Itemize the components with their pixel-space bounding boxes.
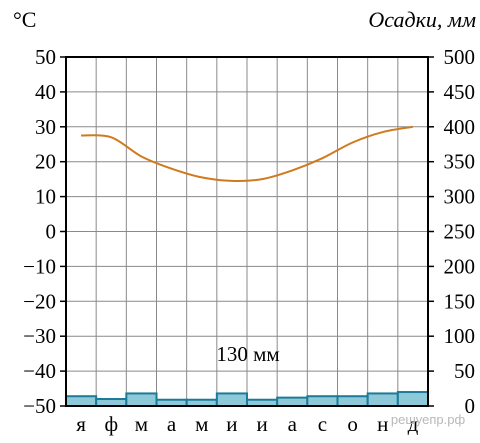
right-tick-label: 200 (444, 254, 476, 278)
right-tick-label: 350 (444, 150, 476, 174)
grid (66, 57, 428, 406)
left-tick-label: 0 (46, 220, 57, 244)
precipitation-bar-12 (396, 391, 430, 408)
precipitation-bar-1 (65, 395, 98, 407)
month-label: м (195, 412, 208, 436)
month-label: н (377, 412, 388, 436)
precipitation-bar-9 (306, 395, 339, 407)
left-tick-label: −10 (23, 254, 56, 278)
left-tick-label: 30 (35, 115, 56, 139)
month-label: с (318, 412, 327, 436)
right-tick-label: 500 (444, 45, 476, 69)
month-label: ф (104, 412, 118, 436)
right-tick-label: 450 (444, 80, 476, 104)
month-label: и (256, 412, 267, 436)
month-label: а (288, 412, 298, 436)
right-tick-label: 150 (444, 289, 476, 313)
precipitation-bar-3 (125, 392, 158, 408)
left-tick-label: 40 (35, 80, 56, 104)
left-tick-label: 20 (35, 150, 56, 174)
precipitation-bar-6 (215, 392, 248, 408)
month-label: а (167, 412, 177, 436)
left-axis-unit: °C (13, 7, 36, 32)
right-tick-label: 0 (465, 394, 476, 418)
month-label: и (226, 412, 237, 436)
left-tick-label: 10 (35, 185, 56, 209)
right-axis-unit: Осадки, мм (368, 7, 476, 32)
month-label: д (408, 412, 419, 436)
precipitation-bar-8 (276, 396, 309, 407)
precipitation-bar-2 (95, 398, 128, 407)
precipitation-bar-11 (366, 392, 399, 408)
left-tick-label: 50 (35, 45, 56, 69)
precipitation-bar-10 (336, 395, 369, 407)
watermark: решуепр.рф (391, 412, 466, 427)
right-tick-label: 250 (444, 220, 476, 244)
month-label: м (135, 412, 148, 436)
left-tick-label: −50 (23, 394, 56, 418)
right-tick-label: 300 (444, 185, 476, 209)
month-label: я (76, 412, 86, 436)
precipitation-bars (65, 391, 430, 408)
temperature-curve (81, 125, 414, 182)
month-label: о (347, 412, 358, 436)
right-tick-label: 100 (444, 324, 476, 348)
left-tick-label: −40 (23, 359, 56, 383)
precipitation-total-label: 130 мм (216, 342, 279, 366)
right-tick-label: 400 (444, 115, 476, 139)
left-tick-label: −20 (23, 289, 56, 313)
temperature-line (81, 125, 414, 182)
left-axis-ticks: 50 40 30 20 10 0 −10 −20 −30 −40 −50 (23, 45, 66, 418)
left-tick-label: −30 (23, 324, 56, 348)
right-tick-label: 50 (454, 359, 475, 383)
